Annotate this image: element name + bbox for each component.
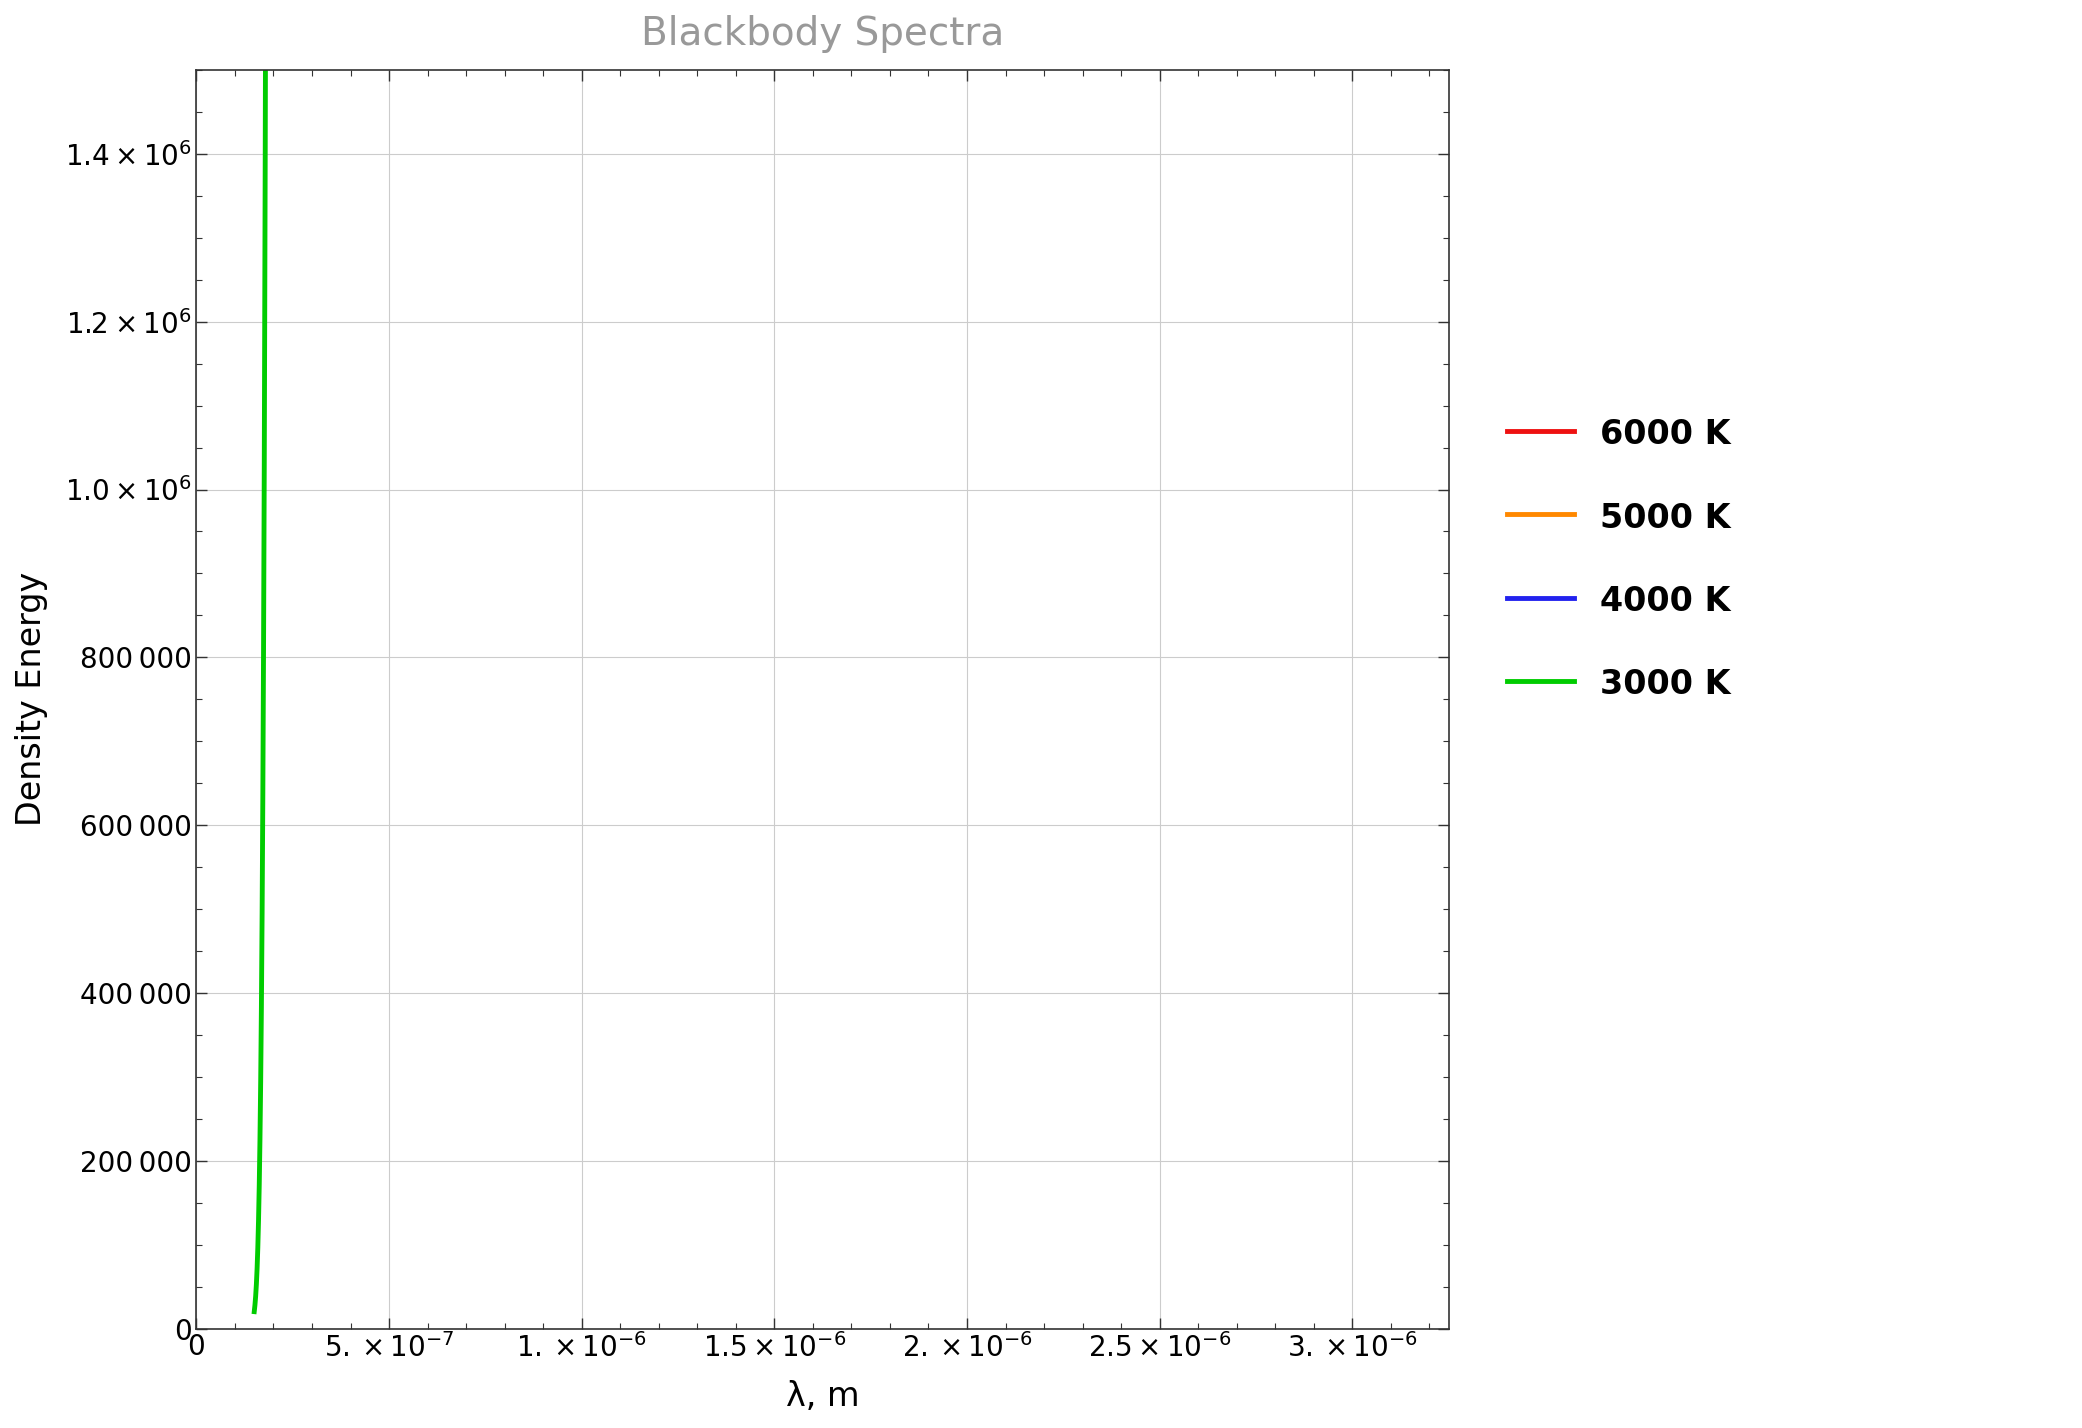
Legend: 6000 K, 5000 K, 4000 K, 3000 K: 6000 K, 5000 K, 4000 K, 3000 K xyxy=(1491,401,1747,718)
Y-axis label: Density Energy: Density Energy xyxy=(15,573,48,827)
Title: Blackbody Spectra: Blackbody Spectra xyxy=(641,16,1004,53)
Line: 3000 K: 3000 K xyxy=(254,0,1449,1312)
X-axis label: λ, m: λ, m xyxy=(785,1379,860,1412)
3000 K xyxy=(242,1304,266,1321)
